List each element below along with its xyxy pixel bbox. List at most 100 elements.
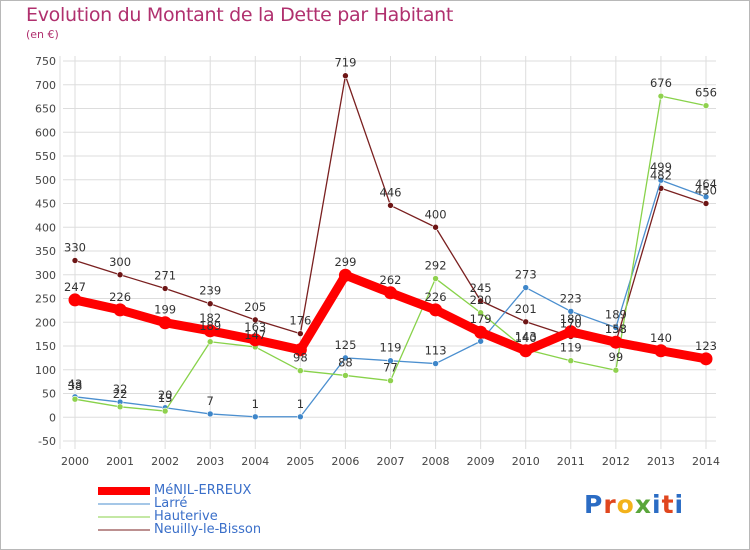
data-point [384,286,397,300]
data-point [702,102,710,109]
data-label: 1 [252,397,259,411]
data-point [609,335,623,349]
data-label: 499 [650,160,672,174]
data-point [387,202,394,209]
y-tick-label: 500 [35,174,56,187]
data-label: 143 [515,329,537,343]
data-point [612,366,620,374]
data-label: 676 [650,76,672,90]
data-point [342,372,349,379]
data-label: 205 [244,300,266,314]
data-label: 140 [650,331,672,345]
data-label: 245 [470,281,492,295]
data-label: 158 [605,322,627,336]
data-point [657,92,665,100]
x-tick-label: 2005 [286,455,314,468]
x-tick-label: 2000 [61,455,89,468]
chart-title: Evolution du Montant de la Dette par Hab… [26,4,454,26]
data-label: 299 [334,255,356,269]
data-point [702,193,710,201]
data-point [206,300,214,308]
data-point [342,72,349,80]
logo-letter: r [603,490,617,519]
data-point [68,293,82,307]
y-tick-label: 350 [35,245,56,258]
data-label: 20 [158,388,173,402]
x-tick-label: 2009 [467,455,495,468]
x-tick-label: 2011 [557,455,585,468]
data-label: 292 [425,259,447,273]
data-point [429,303,443,317]
data-label: 179 [470,312,492,326]
x-tick-label: 2004 [241,455,269,468]
chart-subtitle: (en €) [26,28,59,41]
data-label: 180 [560,312,582,326]
data-point [297,413,304,421]
data-point [432,223,439,231]
y-tick-label: 750 [35,55,56,68]
data-point [564,325,578,339]
data-label: 88 [338,355,353,369]
logo-letter: P [584,490,604,519]
data-point [522,284,530,291]
y-tick-label: 250 [35,293,56,306]
data-label: 158 [605,322,627,336]
y-tick-label: 700 [35,79,56,92]
x-tick-label: 2003 [196,455,224,468]
data-point [477,309,484,317]
y-tick-label: 150 [35,340,56,353]
data-label: 189 [199,319,221,333]
legend-swatch-menil-erreux [98,486,150,495]
data-point [387,377,394,384]
data-label: 22 [113,387,128,401]
y-tick-label: 300 [35,269,56,282]
data-point [432,275,439,282]
data-label: 239 [199,284,221,298]
data-point [251,413,259,421]
data-label: 13 [158,391,173,405]
data-label: 140 [515,331,537,345]
data-point [297,367,304,375]
data-label: 43 [68,377,83,391]
legend-label-hauterive: Hauterive [154,509,218,524]
data-label: 77 [383,361,398,375]
data-label: 330 [64,241,86,255]
data-label: 300 [109,255,131,269]
y-tick-label: 100 [35,364,56,377]
legend-label-neuilly: Neuilly-le-Bisson [154,522,262,537]
data-point [71,395,79,403]
data-label: 99 [609,350,624,364]
data-label: 176 [289,314,311,328]
data-point [116,271,124,279]
data-label: 113 [425,344,447,358]
data-point [567,357,575,365]
y-tick-label: 50 [42,388,56,401]
data-point [113,303,127,317]
data-point [477,297,484,305]
y-tick-label: 0 [49,411,56,424]
x-tick-label: 2001 [106,455,134,468]
data-point [702,200,710,207]
data-point [699,352,713,366]
data-label: 163 [244,320,266,334]
data-point [567,308,575,315]
x-tick-label: 2010 [512,455,540,468]
data-label: 223 [560,291,582,305]
data-point [477,337,484,345]
data-point [293,343,307,357]
data-label: 450 [695,184,717,198]
data-label: 201 [515,302,537,316]
data-point [338,268,352,282]
data-label: 226 [425,290,447,304]
x-tick-label: 2008 [422,455,450,468]
proxiti-logo: Proxiti [584,490,684,519]
data-label: 446 [380,185,402,199]
data-label: 32 [113,382,128,396]
data-label: 38 [68,379,83,393]
data-label: 119 [380,341,402,355]
data-point [519,344,533,358]
logo-letter: x [634,490,652,519]
data-label: 273 [515,268,537,282]
y-tick-label: 550 [35,150,56,163]
